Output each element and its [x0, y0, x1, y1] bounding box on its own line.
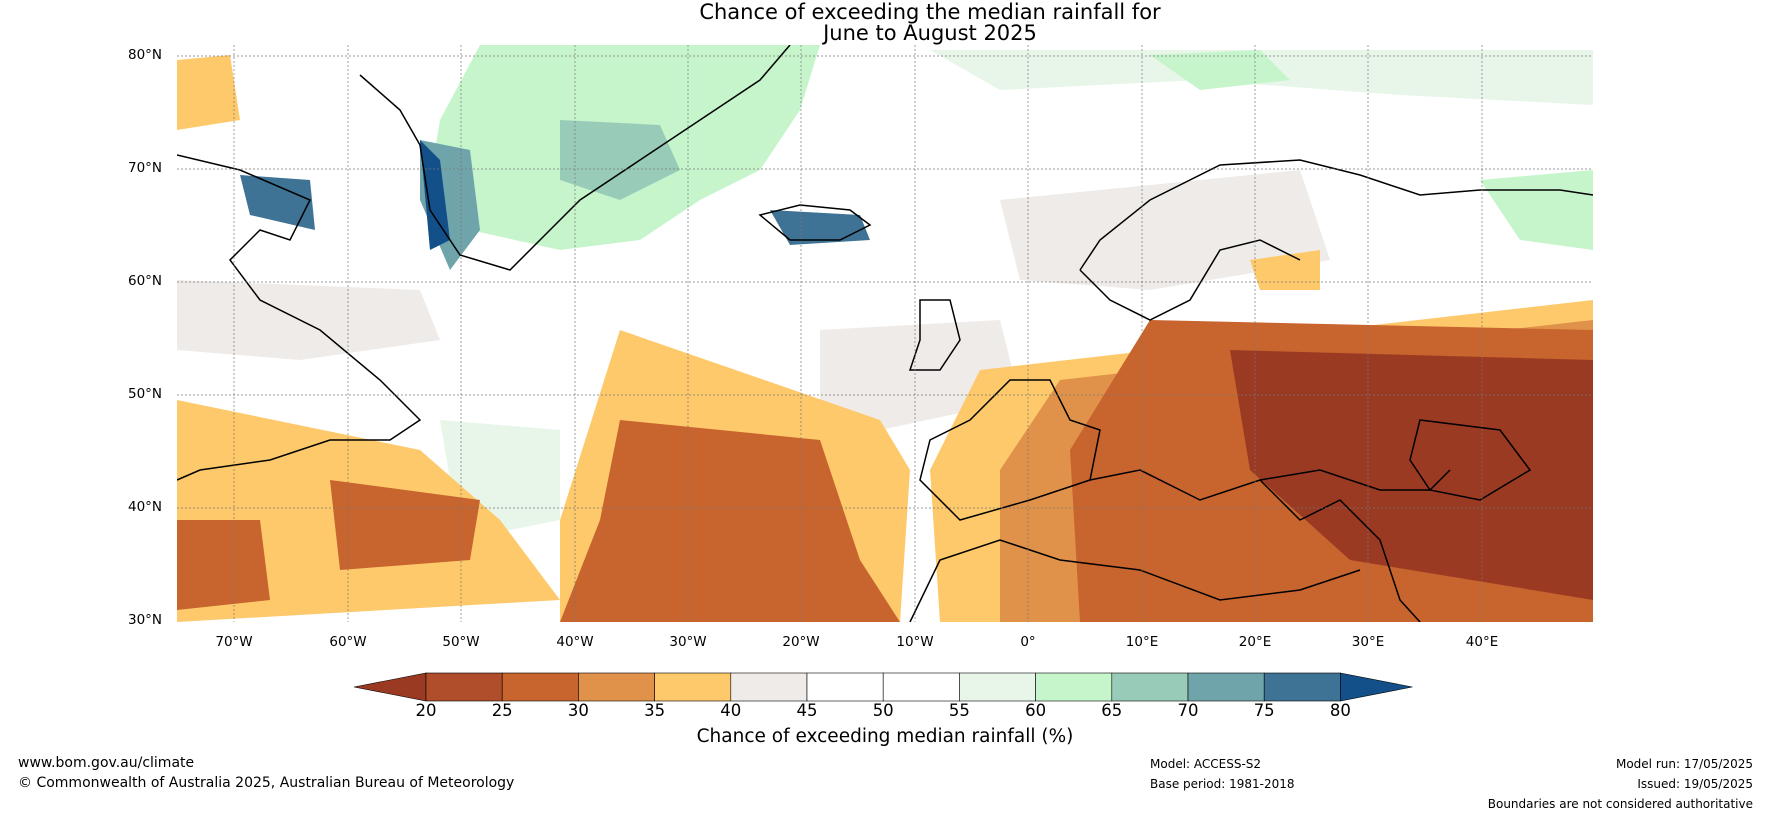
dry-region-southwest	[177, 520, 270, 610]
colorbar-extend-low	[353, 672, 427, 702]
footer-model: Model: ACCESS-S2	[1150, 757, 1262, 771]
graticule	[177, 45, 1593, 622]
colorbar-tick-label: 70	[1177, 701, 1199, 720]
lat-label-60n: 60°N	[128, 273, 163, 289]
coastlines	[177, 45, 1593, 622]
colorbar-swatch	[1035, 672, 1113, 702]
lat-label-30n: 30°N	[128, 612, 163, 628]
colorbar-tick-label: 50	[872, 701, 894, 720]
dry-region-black-sea	[1230, 350, 1593, 600]
colorbar-tick-label: 25	[491, 701, 513, 720]
colorbar-tick-label: 35	[644, 701, 666, 720]
colorbar-swatch	[578, 672, 655, 702]
lon-label-30e: 30°E	[1351, 634, 1385, 650]
colorbar-swatch	[806, 672, 884, 702]
footer-base-period: Base period: 1981-2018	[1150, 777, 1295, 791]
colorbar-swatch	[1263, 672, 1341, 702]
colorbar-tick-label: 30	[567, 701, 589, 720]
colorbar-swatch	[1187, 672, 1265, 702]
colorbar-swatch	[654, 672, 732, 702]
colorbar-tick-label: 55	[948, 701, 970, 720]
lon-label-70w: 70°W	[215, 634, 253, 650]
map-field	[177, 45, 1593, 622]
lat-label-80n: 80°N	[128, 47, 163, 63]
lon-label-20w: 20°W	[782, 634, 820, 650]
lon-label-10e: 10°E	[1125, 634, 1159, 650]
neutral-region-scandinavia	[1000, 170, 1330, 290]
colorbar-swatch	[730, 672, 808, 702]
dry-region-finland	[1250, 250, 1320, 290]
colorbar-tick-label: 45	[796, 701, 818, 720]
footer-model-run: Model run: 17/05/2025	[1615, 757, 1753, 771]
lon-label-30w: 30°W	[669, 634, 707, 650]
lon-label-0: 0°	[1020, 634, 1036, 650]
colorbar-tick-label: 20	[415, 701, 437, 720]
dry-region-subtropical-atlantic	[560, 420, 900, 622]
lon-label-50w: 50°W	[442, 634, 480, 650]
dry-region-northwest	[177, 55, 240, 130]
colorbar-tick-label: 65	[1101, 701, 1123, 720]
footer-website: www.bom.gov.au/climate	[18, 755, 195, 771]
footer-disclaimer: Boundaries are not considered authoritat…	[1487, 797, 1753, 811]
colorbar-label: Chance of exceeding median rainfall (%)	[696, 726, 1074, 747]
footer-copyright: © Commonwealth of Australia 2025, Austra…	[18, 775, 515, 791]
colorbar-extend-high	[1340, 672, 1413, 702]
neutral-region-labrador	[177, 280, 440, 360]
map-title-line-1: Chance of exceeding the median rainfall …	[699, 0, 1161, 24]
lon-label-20e: 20°E	[1238, 634, 1272, 650]
lon-label-40e: 40°E	[1465, 634, 1499, 650]
lon-label-10w: 10°W	[896, 634, 934, 650]
lon-label-40w: 40°W	[556, 634, 594, 650]
dry-region-west-subtropics	[330, 480, 480, 570]
wet-region-greenland-inner	[560, 120, 680, 200]
colorbar-tick-label: 80	[1329, 701, 1351, 720]
lat-label-50n: 50°N	[128, 386, 163, 402]
colorbar-swatch	[425, 672, 503, 702]
wet-region-greenland-coast	[420, 140, 450, 250]
colorbar-tick-label: 75	[1253, 701, 1275, 720]
wet-region-iceland	[770, 210, 870, 245]
colorbar-tick-label: 60	[1025, 701, 1047, 720]
colorbar-swatch	[501, 672, 579, 702]
colorbar-swatch	[1111, 672, 1189, 702]
colorbar-swatch	[959, 672, 1036, 702]
footer-issued: Issued: 19/05/2025	[1637, 777, 1753, 791]
lon-label-60w: 60°W	[329, 634, 367, 650]
lat-label-40n: 40°N	[128, 499, 163, 515]
wet-region-svalbard	[1150, 50, 1290, 90]
colorbar-tick-label: 40	[720, 701, 742, 720]
wet-region-canada-arctic	[240, 175, 315, 230]
lat-label-70n: 70°N	[128, 160, 163, 176]
colorbar-swatch	[882, 672, 960, 702]
map-title-line-2: June to August 2025	[823, 21, 1037, 45]
